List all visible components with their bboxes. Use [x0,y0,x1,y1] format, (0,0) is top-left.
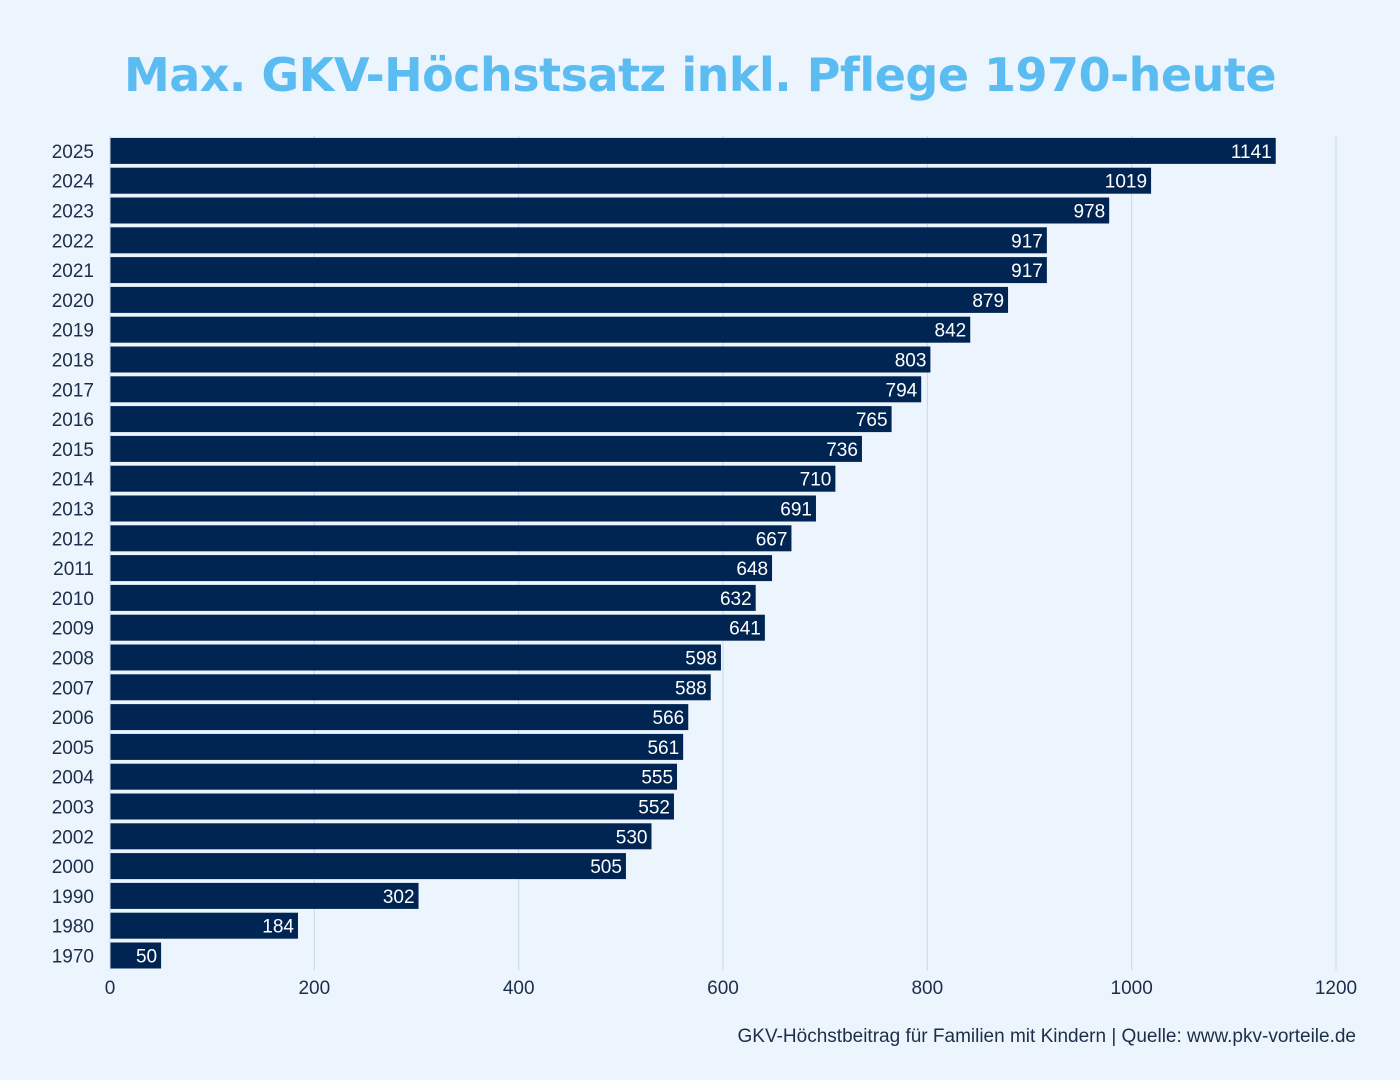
bar-value-label: 803 [895,351,927,372]
y-category-label: 2008 [52,649,94,670]
y-category-label: 2020 [52,291,94,312]
bar-value-label: 555 [641,768,673,789]
y-category-label: 2007 [52,678,94,699]
y-category-label: 2002 [52,827,94,848]
bar-value-label: 561 [647,738,679,759]
y-category-label: 2015 [52,440,94,461]
y-category-label: 2006 [52,708,94,729]
y-category-label: 2018 [52,351,94,372]
bar [110,704,689,731]
x-tick-label: 1200 [1315,978,1357,999]
bar-value-label: 598 [685,649,717,670]
bar [110,763,678,790]
x-tick-label: 0 [105,978,116,999]
bar [110,316,971,343]
y-category-label: 2011 [53,559,94,580]
y-category-label: 2017 [52,380,94,401]
bar-value-label: 1019 [1105,172,1147,193]
bar-value-label: 588 [675,678,707,699]
x-tick-label: 1000 [1111,978,1153,999]
bar [110,495,816,522]
bar [110,376,922,403]
bar [110,912,298,939]
bar-value-label: 879 [972,291,1004,312]
bar-value-label: 794 [886,380,918,401]
y-category-label: 2013 [52,500,94,521]
bar [110,942,162,969]
bar [110,733,684,760]
bar [110,435,862,462]
bar-value-label: 184 [262,917,294,938]
x-tick-label: 800 [911,978,943,999]
y-category-label: 2025 [52,142,94,163]
y-category-label: 2019 [52,321,94,342]
bar-value-label: 632 [720,589,752,610]
y-category-label: 2022 [52,231,94,252]
bar [110,823,652,850]
chart-title: Max. GKV-Höchstsatz inkl. Pflege 1970-he… [123,48,1277,102]
bar-value-label: 736 [826,440,858,461]
y-category-label: 2024 [52,172,95,193]
y-category-label: 2023 [52,202,94,223]
bar-chart: 0 200 400 600 800 1000 1200 1141 2025 1019 2024 978… [52,136,1357,999]
bar [110,793,674,820]
x-tick-label: 400 [503,978,535,999]
bar [110,167,1152,194]
bar-value-label: 648 [736,559,768,580]
bar-value-label: 842 [935,321,967,342]
y-category-label: 2012 [52,529,94,550]
bar-value-label: 1141 [1231,142,1272,163]
bar-value-label: 765 [856,410,888,431]
bar [110,584,756,611]
y-category-label: 1990 [52,887,94,908]
x-tick-label: 200 [298,978,330,999]
bar [110,853,626,880]
bar-value-label: 691 [780,500,812,521]
x-tick-label: 600 [707,978,739,999]
bar [110,465,836,492]
bar [110,674,711,701]
bar-value-label: 978 [1073,202,1105,223]
chart-footer-source: GKV-Höchstbeitrag für Familien mit Kinde… [737,1026,1356,1047]
bar-value-label: 530 [616,827,648,848]
bar [110,286,1009,313]
y-category-label: 2003 [52,798,94,819]
y-category-label: 2021 [52,261,94,282]
bar [110,257,1047,284]
bar-value-label: 302 [383,887,415,908]
bar [110,882,419,909]
bar [110,555,773,582]
y-category-label: 2000 [52,857,94,878]
bar [110,197,1110,224]
bar [110,227,1047,254]
y-category-label: 2009 [52,619,94,640]
y-category-label: 2014 [52,470,95,491]
bar-value-label: 917 [1011,231,1043,252]
y-category-label: 2010 [52,589,94,610]
bar [110,525,792,552]
bar-value-label: 710 [800,470,832,491]
y-category-label: 1970 [52,947,94,968]
bar-value-label: 505 [590,857,622,878]
bar [110,614,765,641]
bar-value-label: 552 [638,798,670,819]
y-category-label: 2004 [52,768,95,789]
y-category-label: 2016 [52,410,94,431]
bar-value-label: 566 [653,708,685,729]
bar [110,644,721,671]
bar-value-label: 641 [729,619,761,640]
y-category-label: 1980 [52,917,94,938]
bar [110,137,1276,164]
bar [110,406,892,433]
bar-value-label: 667 [756,529,788,550]
bar-value-label: 50 [136,947,157,968]
bar [110,346,931,373]
bar-value-label: 917 [1011,261,1043,282]
y-category-label: 2005 [52,738,94,759]
